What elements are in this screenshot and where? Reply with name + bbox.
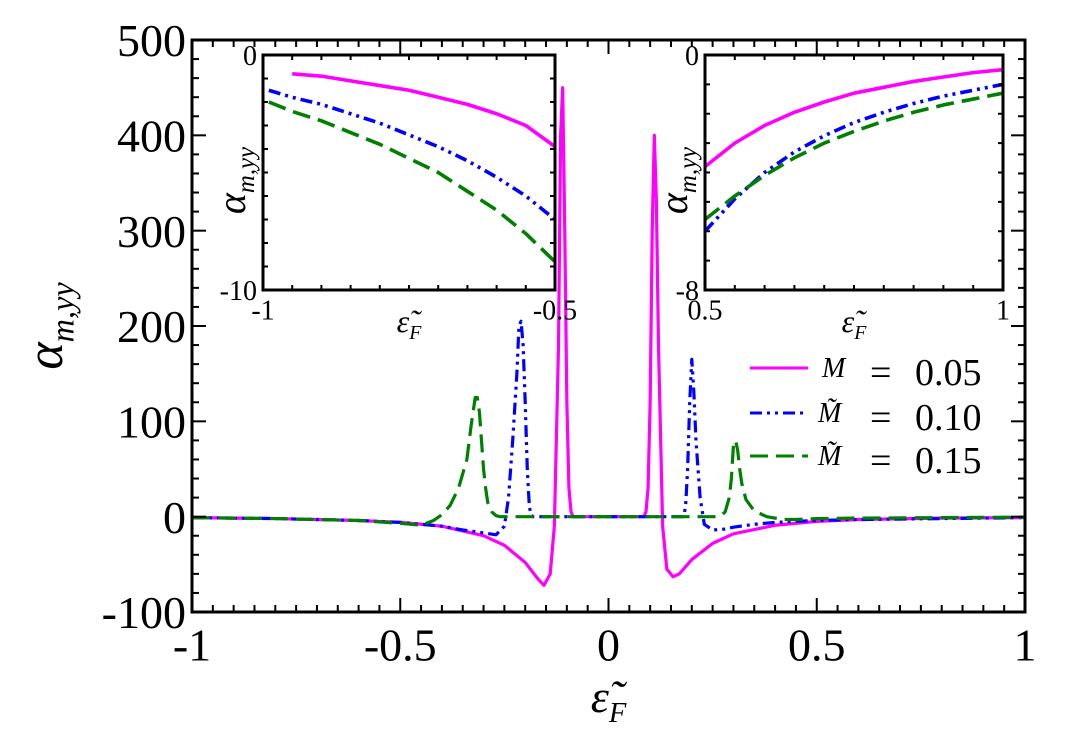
inset-right-plot-area <box>705 55 1003 290</box>
main-y-tick-label: 200 <box>117 301 186 352</box>
main-x-tick-label: 1 <box>1014 619 1037 670</box>
inset-left-x-tick-label: -0.5 <box>533 295 577 326</box>
main-y-axis-title: αm,yy <box>17 282 80 370</box>
inset-left-series-line-3 <box>268 100 555 264</box>
legend-equals-2: = <box>870 397 891 439</box>
legend-item-3: M̃ = 0.15 <box>750 440 982 482</box>
inset-left-series-group <box>268 72 555 264</box>
inset-right-x-tick-label: 0.5 <box>688 295 723 326</box>
inset-left-y-tick-label: -10 <box>220 276 257 307</box>
main-y-tick-label: 500 <box>117 15 186 66</box>
inset-right-ticks <box>704 54 1004 291</box>
inset-right-y-tick-label: -8 <box>676 276 699 307</box>
main-y-tick-label: 100 <box>117 396 186 447</box>
legend: M = 0.05 M̃ = 0.10 M̃ = 0.15 <box>750 352 982 482</box>
legend-value-3: 0.15 <box>915 440 982 482</box>
legend-symbol-1: M <box>821 353 847 384</box>
main-y-tick-label: 0 <box>163 492 186 543</box>
inset-right-y-tick-label: 0 <box>685 41 699 72</box>
main-series-group <box>192 86 1025 587</box>
main-ticks <box>191 39 1026 613</box>
main-series-line-2 <box>192 319 1025 537</box>
inset-left-plot-area <box>263 55 555 290</box>
inset-right-series-group <box>705 67 1003 233</box>
main-x-tick-label: 0 <box>597 619 620 670</box>
legend-equals-3: = <box>870 440 891 482</box>
inset-left-y-tick-label: 0 <box>243 41 257 72</box>
main-y-tick-label: -100 <box>102 587 186 638</box>
legend-item-1: M = 0.05 <box>750 352 982 394</box>
inset-left-series-line-1 <box>292 72 555 149</box>
inset-right-plot: 0.5 1-80ε̃Fαm,yy <box>651 41 1010 344</box>
main-y-tick-label: 400 <box>117 110 186 161</box>
legend-equals-1: = <box>870 352 891 394</box>
legend-symbol-2: M̃ <box>817 398 843 429</box>
main-x-tick-label: 0.5 <box>788 619 846 670</box>
legend-value-2: 0.10 <box>915 397 982 439</box>
inset-left-x-tick-label: -1 <box>251 295 274 326</box>
legend-value-1: 0.05 <box>915 352 982 394</box>
legend-item-2: M̃ = 0.10 <box>750 397 982 439</box>
main-series-line-3 <box>192 395 1025 527</box>
main-x-tick-label: -0.5 <box>364 619 437 670</box>
inset-left-ticks <box>262 54 556 291</box>
inset-left-series-line-2 <box>268 88 555 221</box>
main-x-tick-label: -1 <box>173 619 211 670</box>
main-x-axis-title: ε̃F <box>591 671 628 729</box>
inset-right-series-line-3 <box>705 91 1003 221</box>
main-y-tick-label: 300 <box>117 206 186 257</box>
legend-symbol-3: M̃ <box>817 441 843 472</box>
inset-right-x-tick-label: 1 <box>996 295 1010 326</box>
inset-right-series-line-1 <box>705 67 1003 169</box>
